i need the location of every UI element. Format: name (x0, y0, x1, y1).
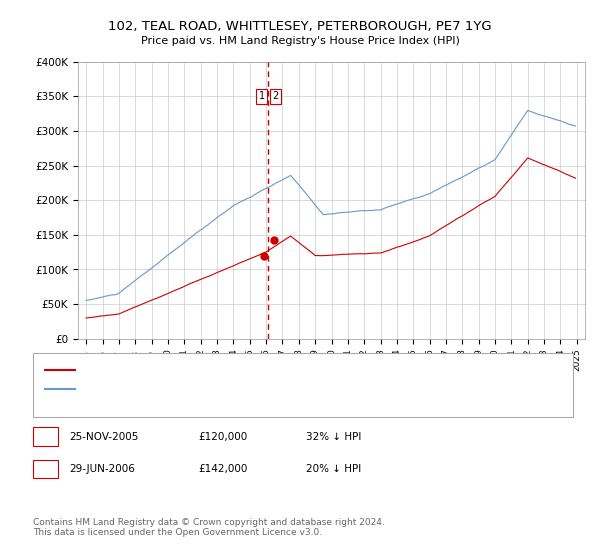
Text: £120,000: £120,000 (198, 432, 247, 442)
Text: 29-JUN-2006: 29-JUN-2006 (69, 464, 135, 474)
Text: £142,000: £142,000 (198, 464, 247, 474)
Text: Price paid vs. HM Land Registry's House Price Index (HPI): Price paid vs. HM Land Registry's House … (140, 36, 460, 46)
Text: 1: 1 (259, 91, 265, 101)
Text: 2: 2 (42, 464, 49, 474)
Text: 32% ↓ HPI: 32% ↓ HPI (306, 432, 361, 442)
Text: 1: 1 (42, 432, 49, 442)
Text: Contains HM Land Registry data © Crown copyright and database right 2024.
This d: Contains HM Land Registry data © Crown c… (33, 518, 385, 538)
Text: 2: 2 (272, 91, 278, 101)
Text: 25-NOV-2005: 25-NOV-2005 (69, 432, 139, 442)
Text: 20% ↓ HPI: 20% ↓ HPI (306, 464, 361, 474)
Text: HPI: Average price, detached house, Fenland: HPI: Average price, detached house, Fenl… (81, 384, 301, 394)
Text: 102, TEAL ROAD, WHITTLESEY, PETERBOROUGH, PE7 1YG (detached house): 102, TEAL ROAD, WHITTLESEY, PETERBOROUGH… (81, 365, 454, 375)
Text: 102, TEAL ROAD, WHITTLESEY, PETERBOROUGH, PE7 1YG: 102, TEAL ROAD, WHITTLESEY, PETERBOROUGH… (108, 20, 492, 32)
